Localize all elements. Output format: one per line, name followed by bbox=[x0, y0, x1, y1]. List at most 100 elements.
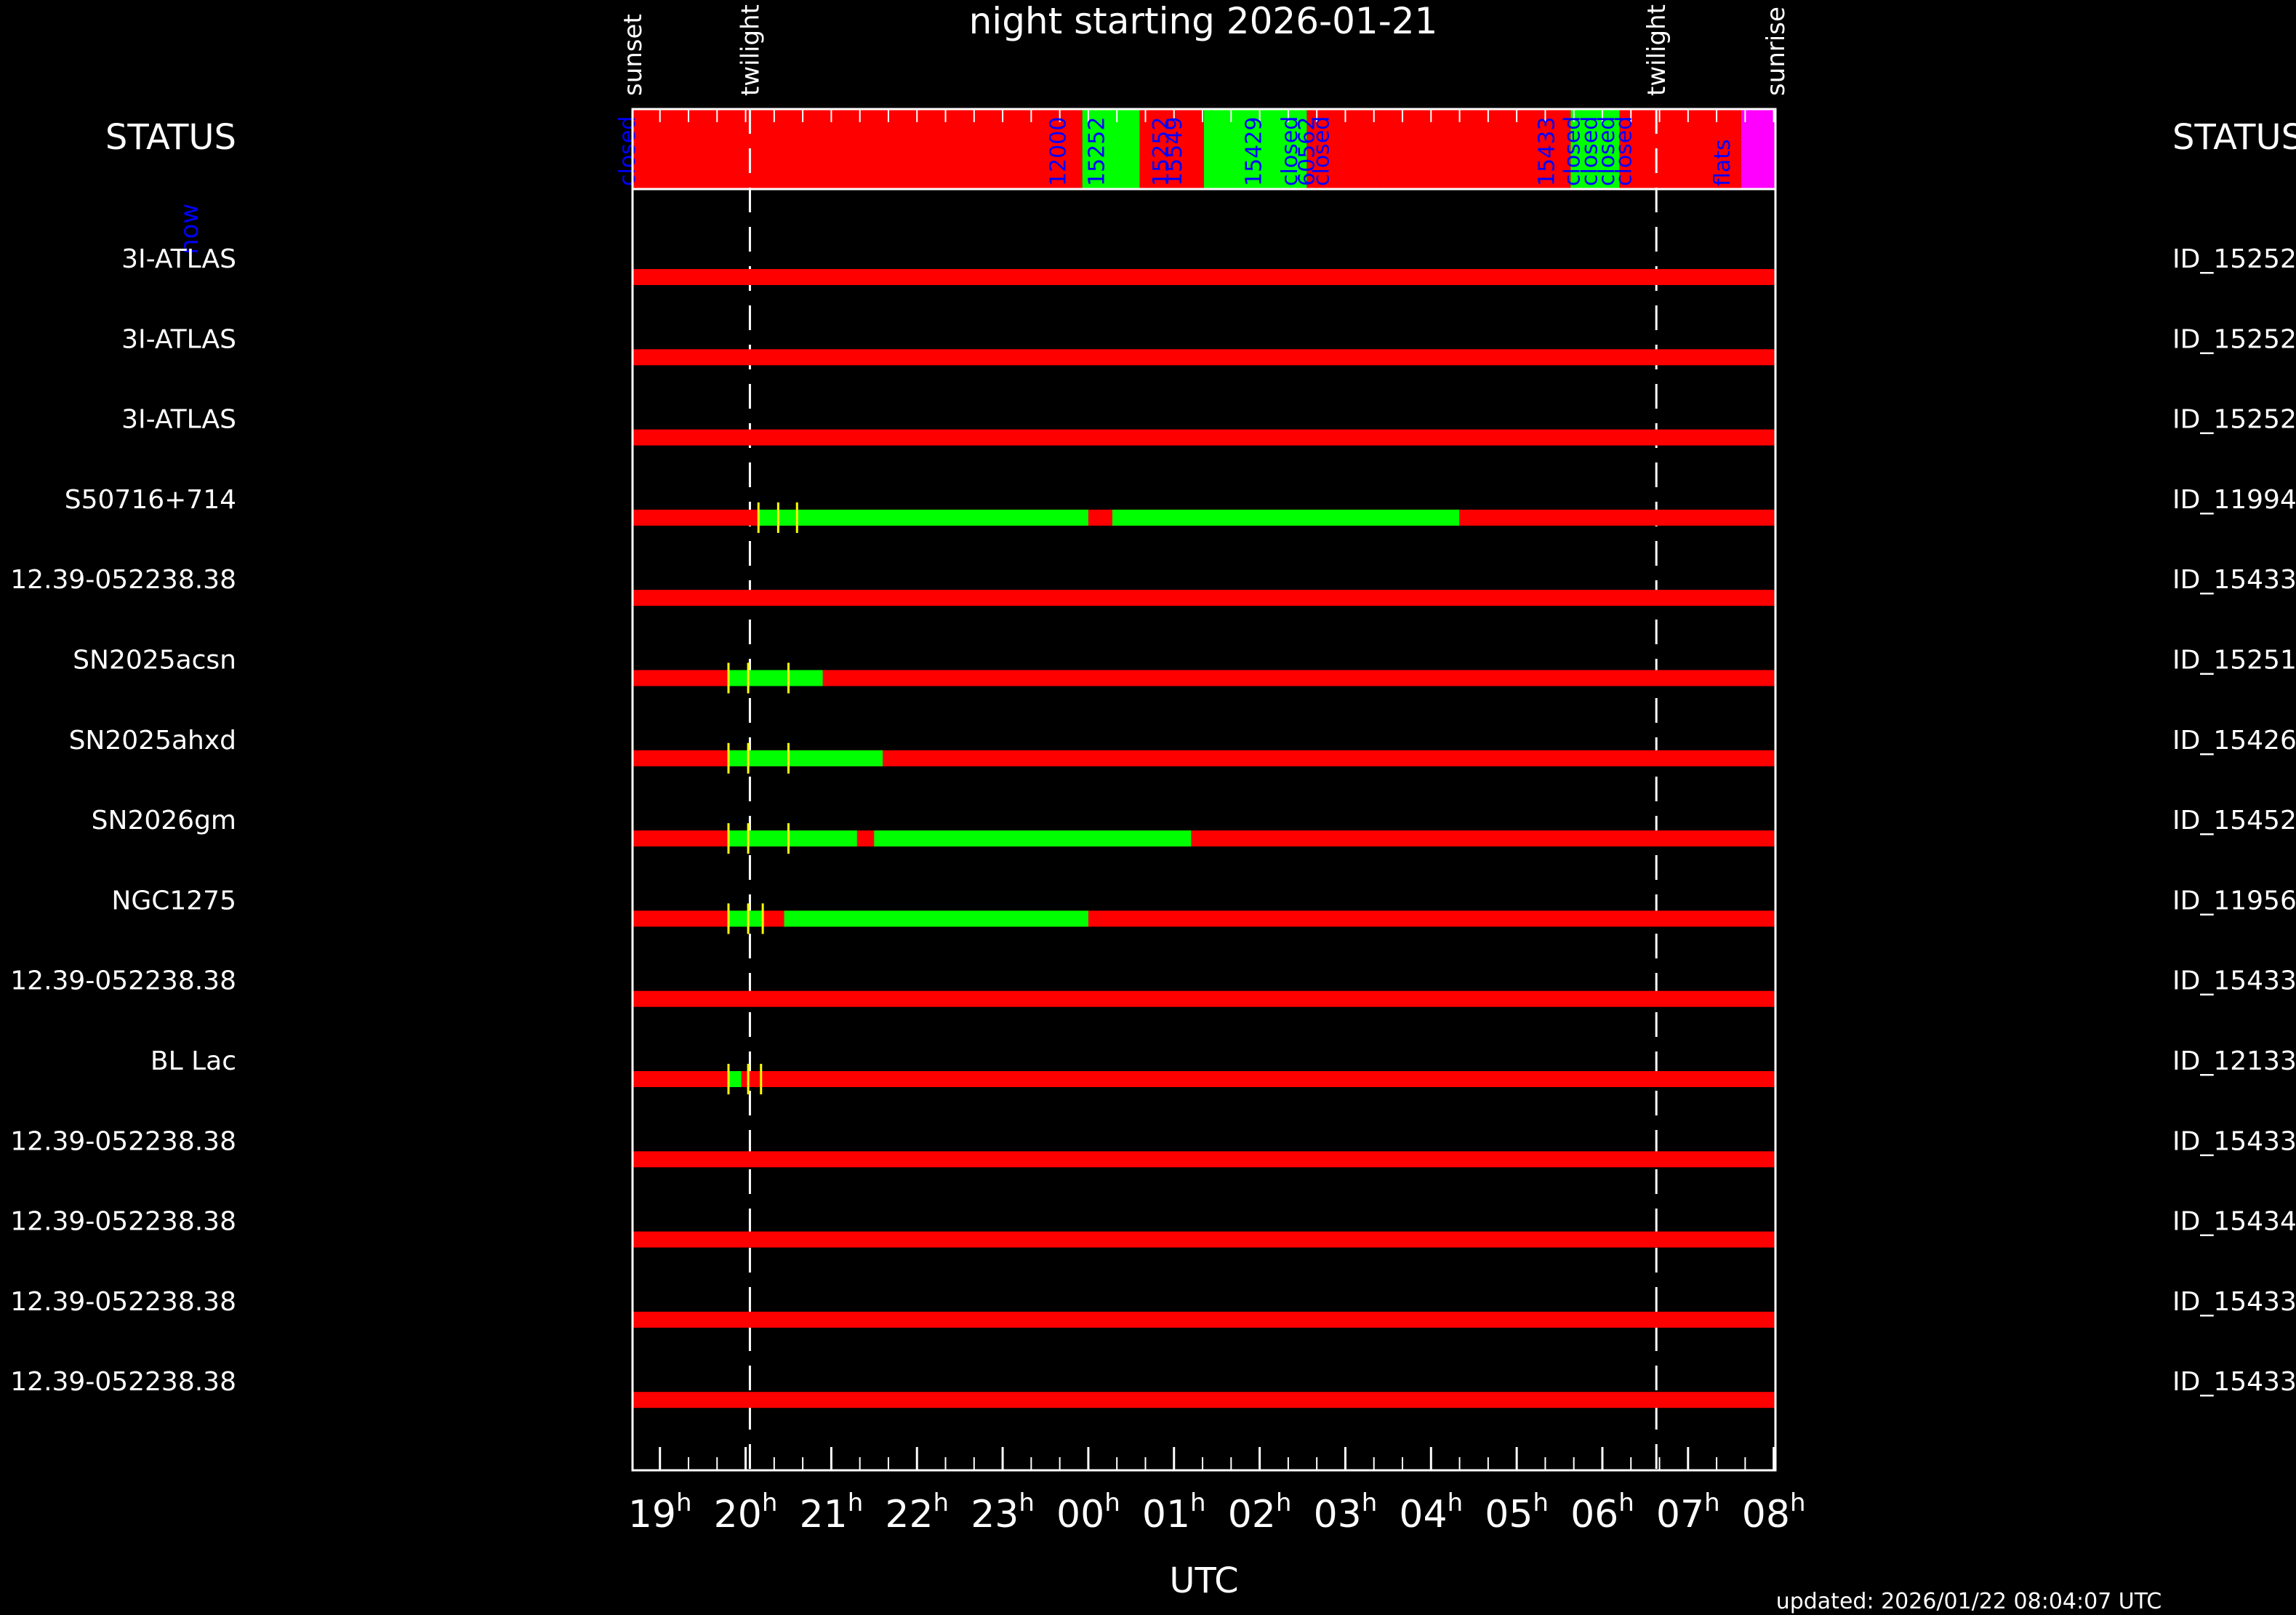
x-tick-hour: 07 bbox=[1656, 1493, 1704, 1536]
x-tick-label: 01h bbox=[1142, 1488, 1206, 1536]
status-label-right: STATUS bbox=[2172, 117, 2296, 158]
row-bad-bar bbox=[633, 429, 1775, 446]
status-label: closed bbox=[1560, 116, 1586, 186]
x-tick-hour: 23 bbox=[971, 1493, 1019, 1536]
target-row: 12.39-052238.38 ID_15433 bbox=[10, 1287, 2296, 1328]
target-row: SN2026gm ID_15452 bbox=[92, 806, 2296, 854]
row-good-bar bbox=[874, 830, 1192, 847]
target-row: SN2025ahxd ID_15426 bbox=[69, 726, 2296, 774]
status-label: 12000 bbox=[1046, 117, 1072, 186]
row-good-bar bbox=[758, 509, 1088, 526]
x-tick-label: 22h bbox=[885, 1488, 949, 1536]
target-name: 12.39-052238.38 bbox=[10, 1287, 236, 1317]
x-tick-unit: h bbox=[1790, 1488, 1806, 1518]
status-label: closed bbox=[615, 116, 641, 186]
x-tick-unit: h bbox=[1448, 1488, 1464, 1518]
row-bad-bar bbox=[633, 349, 1775, 366]
target-name: 12.39-052238.38 bbox=[10, 1207, 236, 1237]
status-label: closed bbox=[1594, 116, 1620, 186]
x-tick-label: 00h bbox=[1056, 1488, 1120, 1536]
status-segment bbox=[1570, 109, 1620, 189]
row-bad-bar bbox=[633, 1392, 1775, 1408]
x-tick-hour: 00 bbox=[1056, 1493, 1104, 1536]
status-segment bbox=[1139, 109, 1204, 189]
target-name: 12.39-052238.38 bbox=[10, 966, 236, 996]
target-id: ID_15252 bbox=[2172, 405, 2296, 435]
status-segment bbox=[1082, 109, 1140, 189]
status-label-left: STATUS bbox=[105, 117, 236, 158]
event-label: twilight bbox=[1642, 4, 1671, 96]
target-name: SN2025ahxd bbox=[69, 726, 236, 756]
target-id: ID_15433 bbox=[2172, 1126, 2296, 1156]
target-name: 12.39-052238.38 bbox=[10, 565, 236, 595]
row-bad-bar bbox=[633, 990, 1775, 1007]
x-tick-unit: h bbox=[1190, 1488, 1206, 1518]
x-tick-unit: h bbox=[1362, 1488, 1378, 1518]
target-row: 3I-ATLAS ID_15252 bbox=[121, 405, 2296, 446]
event-label: sunrise bbox=[1762, 7, 1791, 96]
target-name: 3I-ATLAS bbox=[121, 405, 236, 435]
x-tick-label: 04h bbox=[1399, 1488, 1463, 1536]
x-tick-unit: h bbox=[676, 1488, 692, 1518]
x-tick-hour: 02 bbox=[1228, 1493, 1276, 1536]
row-bad-bar bbox=[633, 670, 1775, 686]
target-name: 3I-ATLAS bbox=[121, 244, 236, 274]
target-row: 3I-ATLAS ID_15252 bbox=[121, 244, 2296, 285]
status-segment bbox=[633, 109, 1083, 189]
target-row: SN2025acsn ID_15251 bbox=[73, 646, 2296, 694]
status-label: closed bbox=[1577, 116, 1602, 186]
x-tick-label: 07h bbox=[1656, 1488, 1720, 1536]
x-tick-label: 08h bbox=[1742, 1488, 1806, 1536]
x-tick-unit: h bbox=[1276, 1488, 1292, 1518]
x-axis-label: UTC bbox=[1169, 1560, 1238, 1601]
target-row: 3I-ATLAS ID_15252 bbox=[121, 324, 2296, 366]
target-id: ID_15251 bbox=[2172, 646, 2296, 676]
target-name: NGC1275 bbox=[111, 886, 236, 915]
row-bad-bar bbox=[633, 1311, 1775, 1328]
status-label: flats bbox=[1710, 139, 1735, 186]
plot-frame bbox=[631, 188, 1777, 1472]
x-tick-label: 02h bbox=[1228, 1488, 1292, 1536]
target-row: BL Lac ID_12133 bbox=[150, 1046, 2296, 1094]
target-id: ID_11956 bbox=[2172, 886, 2296, 915]
target-row: 12.39-052238.38 ID_15433 bbox=[10, 565, 2296, 606]
target-id: ID_15433 bbox=[2172, 1287, 2296, 1317]
x-tick-unit: h bbox=[1019, 1488, 1035, 1518]
status-label: 15252 bbox=[1149, 117, 1174, 186]
status-segment bbox=[1204, 109, 1307, 189]
status-label: 60562 bbox=[1294, 117, 1320, 186]
row-good-bar bbox=[784, 910, 1088, 927]
row-bad-bar bbox=[633, 750, 1775, 766]
event-label: twilight bbox=[736, 4, 765, 96]
status-label: 15252 bbox=[1085, 117, 1110, 186]
target-id: ID_15252 bbox=[2172, 324, 2296, 354]
updated-timestamp: updated: 2026/01/22 08:04:07 UTC bbox=[1776, 1589, 2162, 1614]
target-id: ID_15252 bbox=[2172, 244, 2296, 274]
chart-title: night starting 2026-01-21 bbox=[969, 0, 1438, 42]
x-tick-hour: 22 bbox=[885, 1493, 933, 1536]
target-name: BL Lac bbox=[150, 1046, 236, 1076]
target-name: 3I-ATLAS bbox=[121, 324, 236, 354]
x-tick-hour: 20 bbox=[714, 1493, 762, 1536]
x-tick-label: 20h bbox=[714, 1488, 778, 1536]
status-label: closed bbox=[1309, 116, 1334, 186]
x-tick-hour: 05 bbox=[1485, 1493, 1533, 1536]
target-row: NGC1275 ID_11956 bbox=[111, 886, 2296, 934]
event-label: sunset bbox=[619, 14, 648, 96]
row-good-bar bbox=[728, 830, 857, 847]
x-tick-hour: 01 bbox=[1142, 1493, 1190, 1536]
x-tick-hour: 03 bbox=[1314, 1493, 1362, 1536]
target-id: ID_12133 bbox=[2172, 1046, 2296, 1076]
target-id: ID_11994 bbox=[2172, 485, 2296, 515]
x-tick-label: 23h bbox=[971, 1488, 1035, 1536]
target-row: 12.39-052238.38 ID_15433 bbox=[10, 966, 2296, 1007]
status-label: 15549 bbox=[1162, 117, 1187, 186]
now-label: now bbox=[175, 204, 204, 255]
row-good-bar bbox=[1112, 509, 1460, 526]
status-segment bbox=[1379, 109, 1571, 189]
x-tick-unit: h bbox=[1104, 1488, 1120, 1518]
x-tick-unit: h bbox=[934, 1488, 950, 1518]
